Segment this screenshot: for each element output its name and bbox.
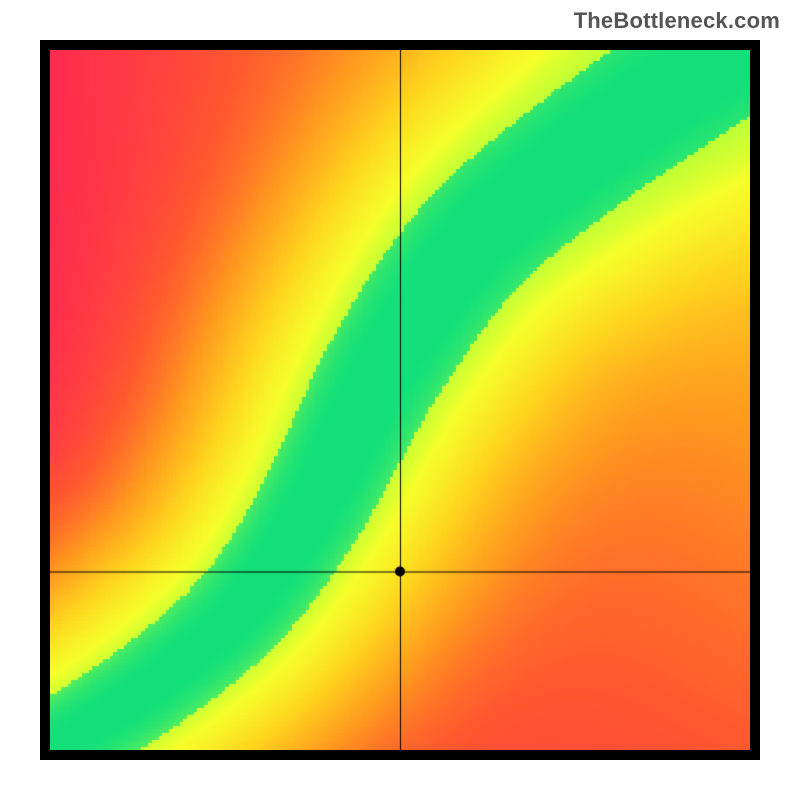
watermark-text: TheBottleneck.com xyxy=(574,8,780,34)
heatmap-canvas xyxy=(50,50,750,750)
stage: TheBottleneck.com xyxy=(0,0,800,800)
plot-frame xyxy=(40,40,760,760)
